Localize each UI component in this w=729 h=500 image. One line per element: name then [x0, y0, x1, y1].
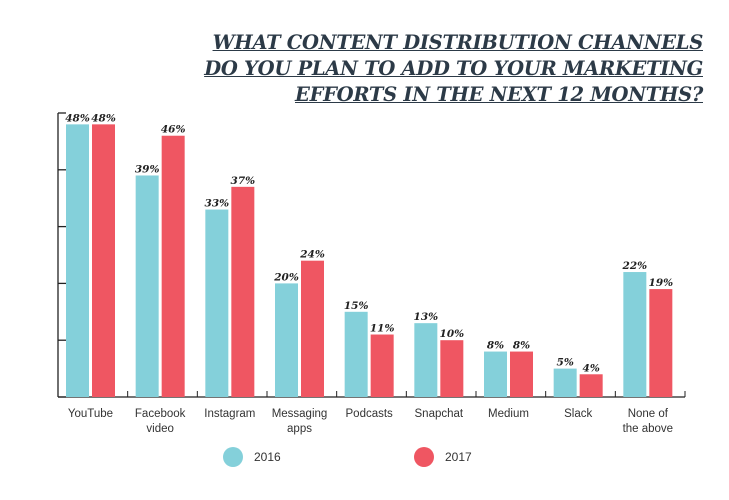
data-label: 5%	[557, 357, 574, 369]
data-label: 19%	[649, 277, 674, 289]
x-tick-label: the above	[623, 423, 674, 435]
chart-title-line: EFFORTS IN THE NEXT 12 MONTHS?	[295, 83, 703, 106]
data-label: 39%	[135, 163, 160, 175]
bar-2017	[649, 289, 673, 397]
bar-2017	[231, 186, 255, 397]
legend-marker-2016	[223, 447, 243, 467]
x-tick-label: video	[146, 423, 174, 435]
x-tick-label: Medium	[488, 408, 529, 420]
x-tick-label: YouTube	[68, 408, 113, 420]
data-label: 48%	[91, 112, 116, 124]
data-label: 8%	[487, 340, 504, 352]
chart-title: WHAT CONTENT DISTRIBUTION CHANNELS DO YO…	[204, 30, 703, 108]
chart-title-line: WHAT CONTENT DISTRIBUTION CHANNELS	[212, 31, 704, 54]
bar-2016	[414, 323, 438, 397]
data-label: 11%	[370, 323, 395, 335]
data-label: 48%	[65, 112, 90, 124]
data-label: 33%	[205, 198, 230, 210]
bar-2017	[440, 340, 464, 397]
x-tick-label: None of	[628, 408, 669, 420]
bar-2017	[161, 135, 185, 397]
bar-2017	[510, 351, 533, 397]
x-tick-label: Instagram	[204, 408, 255, 420]
bar-2017	[301, 260, 324, 397]
bar-2016	[344, 311, 368, 397]
bar-2016	[205, 209, 229, 397]
bar-2016	[623, 272, 647, 397]
chart-title-line: DO YOU PLAN TO ADD TO YOUR MARKETING	[204, 57, 703, 80]
legend-label: 2017	[445, 450, 472, 464]
bar-2017	[370, 334, 394, 397]
data-label: 8%	[513, 340, 530, 352]
data-label: 20%	[273, 271, 299, 283]
legend-marker-2017	[414, 447, 434, 467]
data-label: 13%	[414, 311, 439, 323]
x-tick-label: Messaging	[272, 408, 328, 420]
legend-label: 2016	[254, 450, 281, 464]
data-label: 10%	[440, 328, 465, 340]
data-label: 22%	[622, 260, 648, 272]
data-label: 37%	[231, 175, 256, 187]
x-tick-label: Snapchat	[415, 408, 464, 420]
data-label: 15%	[344, 300, 369, 312]
data-label: 24%	[299, 249, 325, 261]
bar-2017	[579, 374, 603, 397]
bar-2016	[66, 124, 89, 398]
data-label: 46%	[161, 124, 186, 136]
bar-2016	[484, 351, 507, 397]
x-tick-label: Facebook	[135, 408, 186, 420]
bar-2016	[553, 368, 577, 397]
x-tick-label: Slack	[564, 408, 592, 420]
x-tick-label: Podcasts	[346, 408, 394, 420]
bar-2017	[92, 124, 115, 398]
bar-2016	[275, 283, 298, 397]
bar-2016	[135, 175, 159, 397]
data-label: 4%	[583, 362, 600, 374]
x-tick-label: apps	[287, 423, 312, 435]
